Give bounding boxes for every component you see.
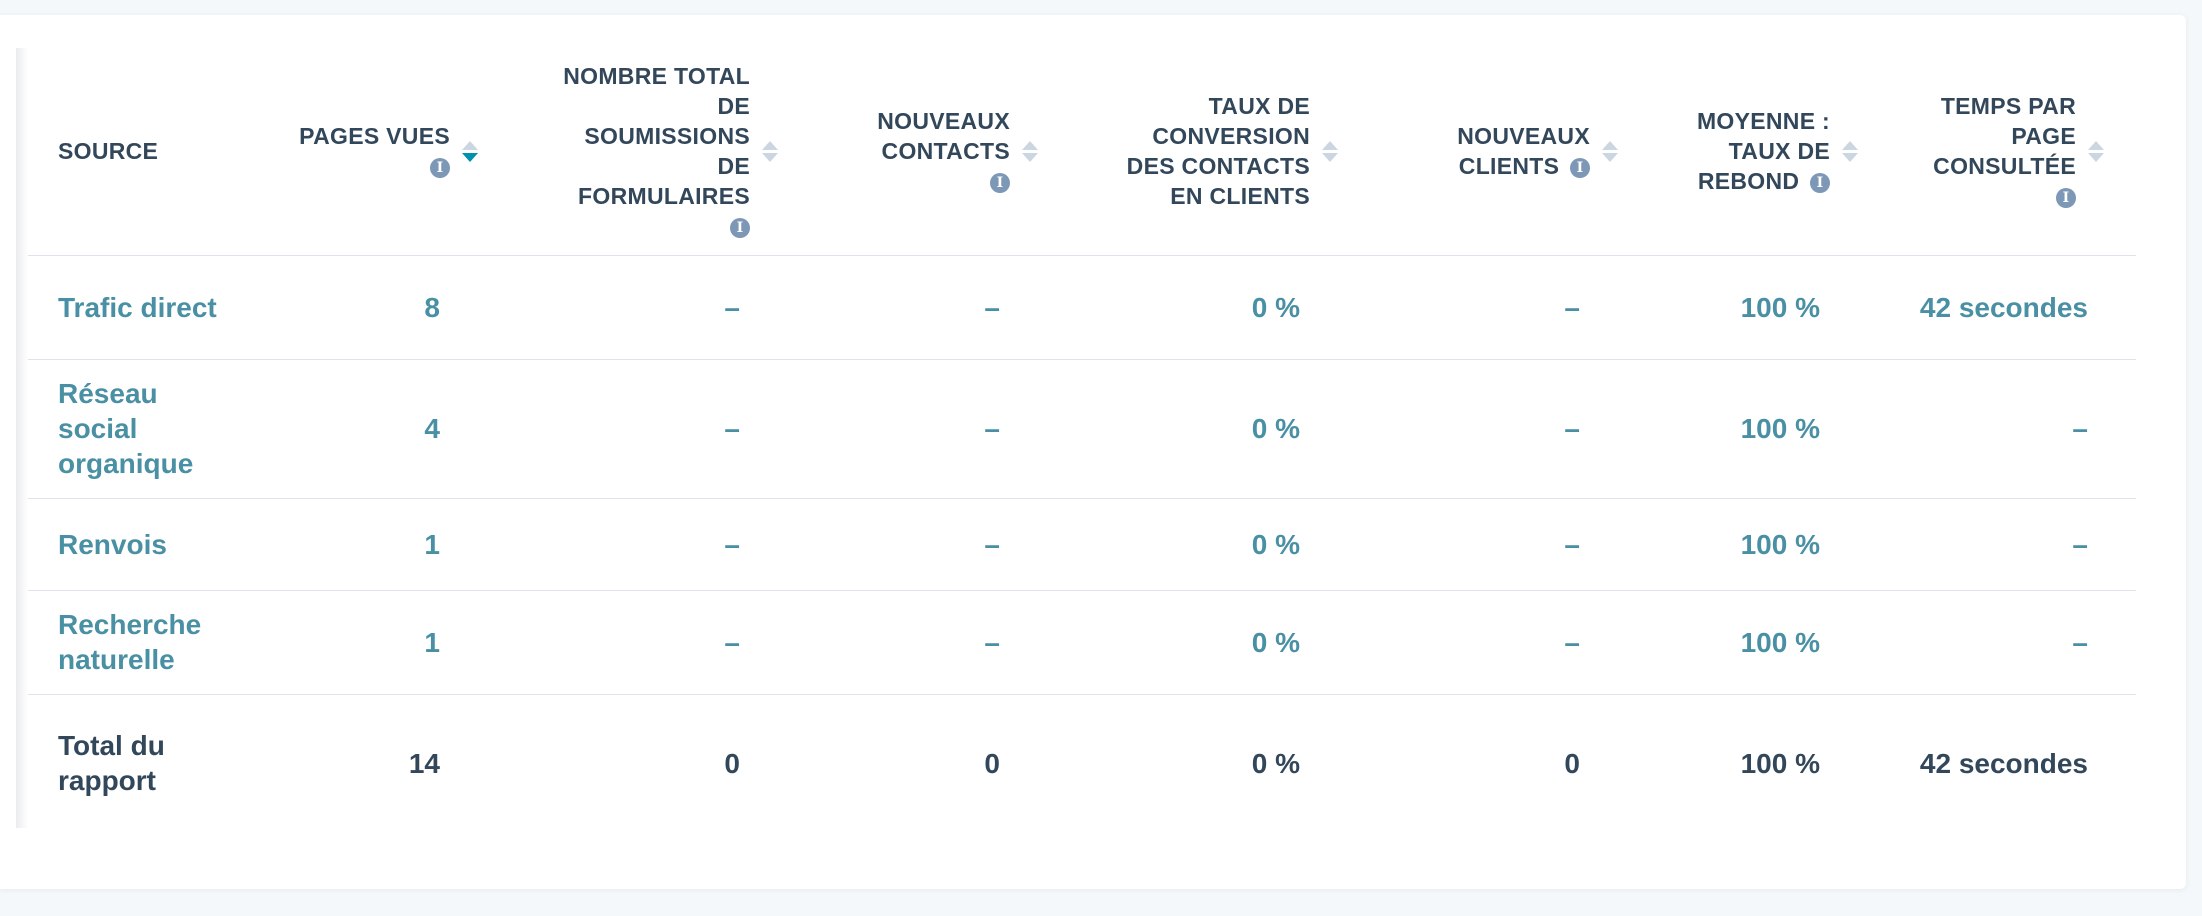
cell-nouveaux-contacts[interactable]: – [984,528,1000,560]
cell-pages-vues[interactable]: 4 [424,413,440,444]
column-header-source: SOURCE [28,48,268,256]
cell-nouveaux-contacts[interactable]: – [984,291,1000,323]
cell-taux-conversion[interactable]: 0 % [1251,291,1300,323]
sort-arrows-icon[interactable] [1022,140,1038,162]
total-label: Total du rapport [58,730,165,797]
column-header-label: SOURCE [58,138,159,165]
info-icon[interactable]: i [430,158,450,179]
column-header-taux-conversion[interactable]: TAUX DE CONVERSION DES CONTACTS EN CLIEN… [1048,48,1348,256]
cell-soumissions[interactable]: – [724,626,740,658]
cell-taux-rebond[interactable]: 100 % [1740,291,1820,323]
cell-pages-vues[interactable]: 1 [424,528,440,560]
cell-nouveaux-clients[interactable]: – [1564,291,1580,323]
cell-taux-rebond[interactable]: 100 % [1740,413,1820,444]
cell-taux-conversion[interactable]: 0 % [1251,528,1300,560]
source-report-table: SOURCE PAGES VUES i NOMBRE TOTAL DE SOUM… [28,48,2136,832]
column-header-soumissions[interactable]: NOMBRE TOTAL DE SOUMISSIONS DE FORMULAIR… [488,48,788,256]
total-temps-par-page: 42 secondes [1919,747,2088,779]
column-header-label: NOUVEAUX CONTACTS [877,108,1010,165]
cell-pages-vues[interactable]: 1 [424,626,440,658]
column-header-label: TAUX DE CONVERSION DES CONTACTS EN CLIEN… [1126,93,1310,210]
sort-arrows-icon[interactable] [2088,140,2104,162]
source-link[interactable]: Trafic direct [58,291,217,323]
info-icon[interactable]: i [1810,173,1830,194]
source-link[interactable]: Renvois [58,528,167,560]
cell-nouveaux-clients[interactable]: – [1564,626,1580,658]
source-link[interactable]: Réseau social organique [58,378,194,479]
sort-arrows-icon[interactable] [1842,140,1858,162]
info-icon[interactable]: i [730,218,750,239]
column-header-label: NOUVEAUX CLIENTS [1457,123,1590,180]
cell-soumissions[interactable]: – [724,528,740,560]
info-icon[interactable]: i [2056,188,2076,209]
cell-soumissions[interactable]: – [724,413,740,444]
cell-taux-rebond[interactable]: 100 % [1740,626,1820,658]
table-row: Trafic direct 8 – – 0 % – 100 % 42 secon… [28,255,2136,360]
table-row: Recherche naturelle 1 – – 0 % – 100 % – [28,590,2136,695]
cell-nouveaux-clients[interactable]: – [1564,413,1580,444]
total-soumissions: 0 [724,747,740,779]
column-header-label: NOMBRE TOTAL DE SOUMISSIONS DE FORMULAIR… [563,63,750,210]
cell-nouveaux-clients[interactable]: – [1564,528,1580,560]
cell-taux-conversion[interactable]: 0 % [1251,413,1300,444]
total-nouveaux-clients: 0 [1564,747,1580,779]
info-icon[interactable]: i [990,173,1010,194]
column-header-label: PAGES VUES [299,123,450,150]
sort-arrows-icon[interactable] [462,140,478,162]
info-icon[interactable]: i [1570,158,1590,179]
column-header-taux-rebond[interactable]: MOYENNE : TAUX DE REBOND i [1628,48,1868,256]
cell-temps-par-page[interactable]: – [2072,626,2088,658]
column-header-nouveaux-clients[interactable]: NOUVEAUX CLIENTS i [1348,48,1628,256]
scroll-shadow [16,48,28,828]
cell-taux-rebond[interactable]: 100 % [1740,528,1820,560]
column-header-temps-par-page[interactable]: TEMPS PAR PAGE CONSULTÉE i [1868,48,2136,256]
table-row: Renvois 1 – – 0 % – 100 % – [28,498,2136,591]
total-taux-rebond: 100 % [1740,747,1820,779]
sort-arrows-icon[interactable] [1322,140,1338,162]
sort-arrows-icon[interactable] [762,140,778,162]
sort-arrows-icon[interactable] [1602,140,1618,162]
cell-nouveaux-contacts[interactable]: – [984,413,1000,444]
cell-temps-par-page[interactable]: 42 secondes [1919,291,2088,323]
source-link[interactable]: Recherche naturelle [58,609,202,675]
cell-temps-par-page[interactable]: – [2072,528,2088,560]
total-row: Total du rapport 14 0 0 0 % 0 100 % 42 s… [28,694,2136,832]
column-header-label: TEMPS PAR PAGE CONSULTÉE [1933,93,2076,180]
column-header-nouveaux-contacts[interactable]: NOUVEAUX CONTACTS i [788,48,1048,256]
table-header-row: SOURCE PAGES VUES i NOMBRE TOTAL DE SOUM… [28,48,2136,256]
table-row: Réseau social organique 4 – – 0 % – 100 … [28,359,2136,499]
cell-soumissions[interactable]: – [724,291,740,323]
cell-nouveaux-contacts[interactable]: – [984,626,1000,658]
total-pages-vues: 14 [408,747,440,779]
total-taux-conversion: 0 % [1251,747,1300,779]
cell-pages-vues[interactable]: 8 [424,291,440,323]
column-header-label: MOYENNE : TAUX DE REBOND [1696,108,1830,195]
cell-taux-conversion[interactable]: 0 % [1251,626,1300,658]
column-header-pages-vues[interactable]: PAGES VUES i [268,48,488,256]
total-nouveaux-contacts: 0 [984,747,1000,779]
cell-temps-par-page[interactable]: – [2072,413,2088,444]
